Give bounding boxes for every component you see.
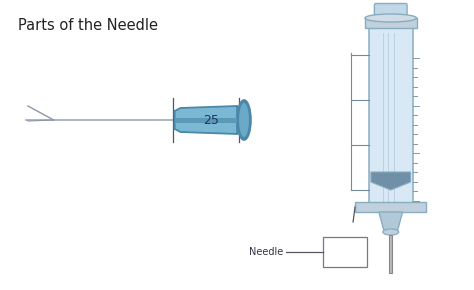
Text: Needle: Needle: [249, 247, 283, 257]
Bar: [388, 5, 393, 172]
Bar: [369, 28, 412, 210]
Bar: [365, 18, 417, 28]
FancyBboxPatch shape: [374, 3, 407, 17]
Text: Parts of the Needle: Parts of the Needle: [18, 18, 158, 33]
Text: 25: 25: [203, 113, 219, 126]
Polygon shape: [371, 172, 410, 190]
Ellipse shape: [365, 14, 417, 22]
Bar: [389, 235, 392, 273]
Polygon shape: [174, 106, 237, 134]
Ellipse shape: [239, 103, 249, 137]
Ellipse shape: [383, 229, 399, 235]
Ellipse shape: [237, 100, 251, 140]
Polygon shape: [379, 212, 402, 230]
Bar: [323, 237, 367, 267]
Bar: [355, 202, 427, 212]
Bar: [174, 117, 237, 122]
